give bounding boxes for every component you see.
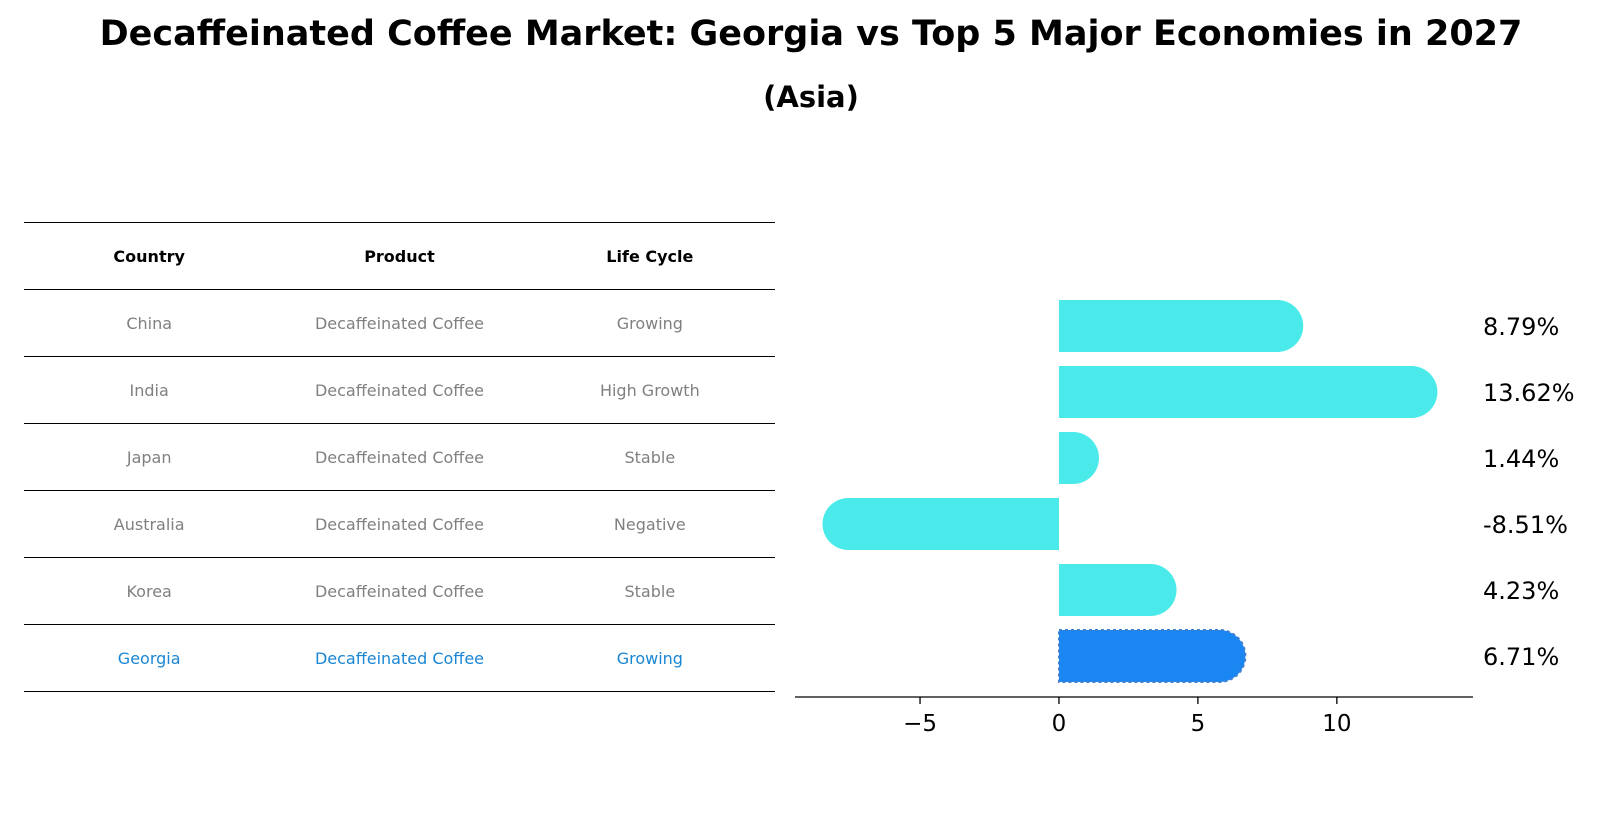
table-row: India Decaffeinated Coffee High Growth (24, 356, 775, 424)
bar-china (1058, 300, 1304, 352)
cell-product: Decaffeinated Coffee (274, 490, 525, 558)
value-label-india: 13.62% (1483, 379, 1575, 407)
market-table: Country Product Life Cycle China Decaffe… (24, 222, 775, 692)
header-country: Country (24, 222, 275, 290)
table-row: Japan Decaffeinated Coffee Stable (24, 423, 775, 491)
value-label-japan: 1.44% (1483, 445, 1559, 473)
cell-product: Decaffeinated Coffee (274, 624, 525, 692)
cell-country: Georgia (24, 624, 275, 692)
x-tick-label: −5 (903, 711, 937, 737)
cell-country: Korea (24, 557, 275, 625)
bars-layer (822, 300, 1438, 683)
value-labels-layer: 8.79% 13.62% 1.44% -8.51% 4.23% 6.71% (1483, 313, 1575, 671)
table-row: China Decaffeinated Coffee Growing (24, 289, 775, 357)
x-tick-label: 5 (1191, 711, 1206, 737)
cell-country: China (24, 289, 275, 357)
header-product: Product (274, 222, 525, 290)
cell-country: India (24, 356, 275, 424)
cell-country: Australia (24, 490, 275, 558)
bar-japan (1058, 432, 1099, 484)
cell-life-cycle: Growing (524, 624, 775, 692)
bar-georgia (1057, 629, 1247, 683)
cell-country: Japan (24, 423, 275, 491)
cell-life-cycle: Stable (524, 557, 775, 625)
chart-subtitle: (Asia) (763, 80, 859, 114)
x-tick-label: 0 (1052, 711, 1067, 737)
value-label-korea: 4.23% (1483, 577, 1559, 605)
x-axis: −5 0 5 10 (795, 696, 1473, 737)
table-row-highlighted: Georgia Decaffeinated Coffee Growing (24, 624, 775, 692)
value-label-china: 8.79% (1483, 313, 1559, 341)
table-header-row: Country Product Life Cycle (24, 222, 775, 290)
cell-product: Decaffeinated Coffee (274, 423, 525, 491)
cell-life-cycle: Growing (524, 289, 775, 357)
cell-product: Decaffeinated Coffee (274, 356, 525, 424)
header-life-cycle: Life Cycle (524, 222, 775, 290)
cell-life-cycle: Stable (524, 423, 775, 491)
table-row: Korea Decaffeinated Coffee Stable (24, 557, 775, 625)
cell-life-cycle: High Growth (524, 356, 775, 424)
chart-title: Decaffeinated Coffee Market: Georgia vs … (99, 14, 1523, 54)
market-table-container: Country Product Life Cycle China Decaffe… (24, 222, 775, 692)
value-label-australia: -8.51% (1483, 511, 1568, 539)
table-row: Australia Decaffeinated Coffee Negative (24, 490, 775, 558)
x-tick-label: 10 (1322, 711, 1351, 737)
bar-india (1058, 366, 1438, 418)
value-label-georgia: 6.71% (1483, 643, 1559, 671)
bar-korea (1058, 564, 1177, 616)
cell-product: Decaffeinated Coffee (274, 289, 525, 357)
cell-life-cycle: Negative (524, 490, 775, 558)
bar-australia (822, 498, 1059, 550)
